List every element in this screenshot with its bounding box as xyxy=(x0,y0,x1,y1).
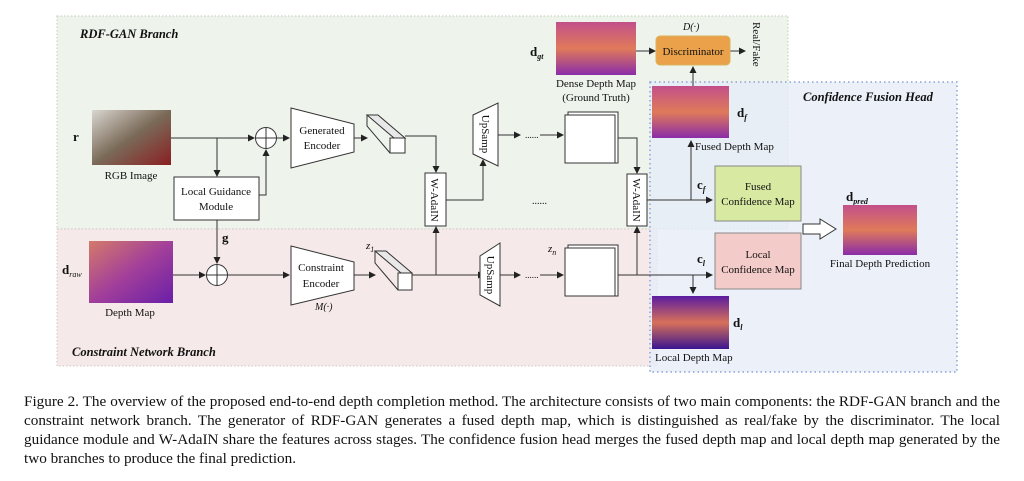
symbol-zn: zn xyxy=(547,243,556,257)
zn-output-block xyxy=(564,244,619,297)
ellipsis-middle: ...... xyxy=(532,196,547,207)
rdf-gan-title: RDF-GAN Branch xyxy=(79,27,178,41)
generated-encoder-label-2: Encoder xyxy=(304,140,341,152)
architecture-diagram: RDF-GAN Branch Constraint Network Branch… xyxy=(56,15,958,373)
z1-feature-block xyxy=(373,250,414,291)
w-adain-2-label: W-AdaIN xyxy=(630,178,642,221)
generated-feature-block xyxy=(365,114,407,154)
symbol-c-f: cf xyxy=(697,177,707,194)
ellipsis-bottom: ...... xyxy=(525,270,539,280)
local-conf-label-1: Local xyxy=(745,249,770,261)
upsamp-top-label: UpSamp xyxy=(479,115,491,154)
fused-depth-image xyxy=(652,86,729,138)
constraint-encoder-label-2: Encoder xyxy=(303,278,340,290)
discriminator-box xyxy=(655,35,731,66)
local-guidance-label-1: Local Guidance xyxy=(181,186,251,198)
connections xyxy=(171,47,746,294)
rdf-output-block xyxy=(564,111,619,164)
rgb-image-label: RGB Image xyxy=(105,170,158,182)
constraint-encoder-label-1: Constraint xyxy=(298,262,344,274)
symbol-c-l: cl xyxy=(697,251,706,268)
figure-caption: Figure 2. The overview of the proposed e… xyxy=(24,393,1000,467)
upsamp-bottom-label: UpSamp xyxy=(484,256,496,295)
final-depth-image xyxy=(843,205,917,255)
symbol-d-func: D(·) xyxy=(682,22,700,33)
depth-map-label: Depth Map xyxy=(105,307,155,319)
symbol-d-raw: draw xyxy=(62,262,82,279)
local-guidance-label-2: Module xyxy=(199,201,233,213)
raw-depth-image xyxy=(89,241,173,303)
symbol-d-pred: dpred xyxy=(846,189,869,206)
symbol-d-f: df xyxy=(737,105,748,122)
symbol-r: r xyxy=(73,129,79,144)
symbol-z1: z1 xyxy=(365,240,374,254)
local-depth-image xyxy=(652,296,729,349)
local-guidance-module xyxy=(173,176,260,221)
upsamp-bottom xyxy=(479,242,501,307)
ground-truth-depth-image xyxy=(556,22,636,75)
dense-depth-label-2: (Ground Truth) xyxy=(562,92,630,104)
symbol-g: g xyxy=(222,230,229,245)
w-adain-1 xyxy=(424,172,447,227)
real-fake-label: Real/Fake xyxy=(750,22,762,67)
add-op-bottom xyxy=(206,264,228,286)
ellipsis-top: ...... xyxy=(525,130,539,140)
local-confidence-map xyxy=(714,232,802,290)
local-depth-label: Local Depth Map xyxy=(655,352,733,364)
dense-depth-label-1: Dense Depth Map xyxy=(556,78,637,90)
symbol-d-l: dl xyxy=(733,315,743,332)
w-adain-1-label: W-AdaIN xyxy=(428,178,440,221)
fusion-title: Confidence Fusion Head xyxy=(803,90,934,104)
symbol-m: M(·) xyxy=(314,302,333,313)
rgb-image xyxy=(92,110,171,165)
discriminator-label: Discriminator xyxy=(662,46,723,58)
add-op-top xyxy=(255,127,277,149)
symbol-d-gt: dgt xyxy=(530,44,544,61)
w-adain-2 xyxy=(626,173,648,227)
generated-encoder xyxy=(290,107,355,169)
final-depth-label: Final Depth Prediction xyxy=(830,258,931,270)
generated-encoder-label-1: Generated xyxy=(299,125,345,137)
fused-conf-label-2: Confidence Map xyxy=(721,196,795,208)
constraint-encoder xyxy=(290,245,355,306)
local-conf-label-2: Confidence Map xyxy=(721,264,795,276)
fused-conf-label-1: Fused xyxy=(745,181,772,193)
constraint-title: Constraint Network Branch xyxy=(72,345,216,359)
fused-confidence-map xyxy=(714,165,802,222)
fused-depth-label: Fused Depth Map xyxy=(695,141,774,153)
upsamp-top xyxy=(472,102,499,167)
fusion-arrow xyxy=(802,218,837,240)
